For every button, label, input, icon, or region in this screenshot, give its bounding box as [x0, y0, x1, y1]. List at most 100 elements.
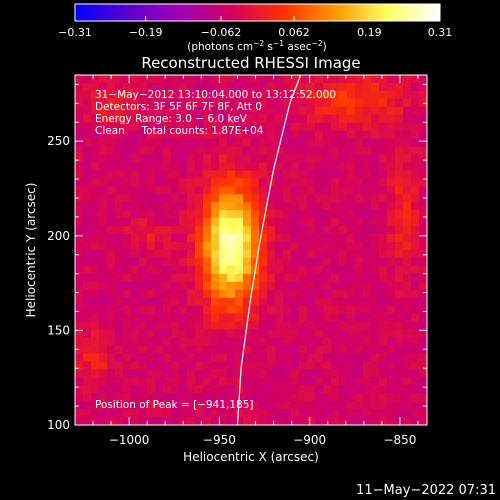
- heatmap-cell: [251, 281, 260, 291]
- heatmap-cell: [411, 305, 420, 315]
- heatmap-cell: [363, 170, 372, 180]
- heatmap-cell: [347, 369, 356, 378]
- heatmap-cell: [267, 289, 276, 299]
- heatmap-cell: [99, 75, 108, 84]
- heatmap-cell: [99, 194, 108, 203]
- heatmap-cell: [339, 353, 348, 362]
- heatmap-cell: [243, 337, 252, 347]
- heatmap-cell: [307, 154, 316, 164]
- heatmap-cell: [195, 130, 204, 140]
- heatmap-cell: [387, 273, 396, 283]
- heatmap-cell: [75, 218, 84, 227]
- x-tick-label: −950: [203, 433, 236, 447]
- heatmap-cell: [379, 114, 388, 124]
- heatmap-cell: [219, 210, 228, 219]
- heatmap-cell: [179, 273, 188, 283]
- heatmap-cell: [91, 138, 100, 148]
- heatmap-cell: [91, 353, 100, 362]
- heatmap-cell: [323, 321, 332, 331]
- heatmap-cell: [115, 257, 124, 267]
- heatmap-cell: [355, 82, 364, 92]
- heatmap-cell: [139, 106, 148, 116]
- colorbar-tick-label: −0.31: [58, 26, 92, 39]
- heatmap-cell: [275, 98, 284, 108]
- heatmap-cell: [299, 170, 308, 180]
- heatmap-cell: [395, 337, 404, 347]
- heatmap-cell: [307, 273, 316, 283]
- heatmap-cell: [347, 98, 356, 108]
- heatmap-cell: [307, 345, 316, 355]
- heatmap-cell: [283, 377, 292, 386]
- heatmap-cell: [267, 361, 276, 370]
- x-axis-label: Heliocentric X (arcsec): [183, 450, 319, 464]
- heatmap-cell: [371, 154, 380, 164]
- heatmap-cell: [251, 321, 260, 331]
- heatmap-cell: [131, 130, 140, 140]
- heatmap-cell: [171, 154, 180, 164]
- heatmap-cell: [379, 385, 388, 394]
- heatmap-cell: [227, 234, 236, 243]
- heatmap-cell: [235, 106, 244, 116]
- heatmap-cell: [243, 297, 252, 307]
- heatmap-cell: [235, 178, 244, 187]
- heatmap-cell: [395, 417, 404, 425]
- heatmap-cell: [283, 297, 292, 307]
- heatmap-cell: [83, 75, 92, 84]
- heatmap-cell: [355, 130, 364, 140]
- heatmap-cell: [347, 250, 356, 259]
- heatmap-cell: [227, 369, 236, 378]
- heatmap-cell: [107, 273, 116, 283]
- heatmap-cell: [403, 417, 412, 425]
- heatmap-cell: [275, 401, 284, 410]
- heatmap-cell: [363, 377, 372, 386]
- heatmap-cell: [411, 146, 420, 156]
- heatmap-cell: [107, 257, 116, 267]
- heatmap-cell: [211, 90, 220, 100]
- heatmap-cell: [379, 90, 388, 100]
- heatmap-cell: [323, 202, 332, 211]
- heatmap-cell: [163, 417, 172, 425]
- heatmap-cell: [283, 393, 292, 402]
- heatmap-cell: [227, 186, 236, 195]
- heatmap-cell: [339, 265, 348, 275]
- heatmap-cell: [219, 257, 228, 267]
- heatmap-cell: [283, 409, 292, 418]
- heatmap-cell: [267, 329, 276, 339]
- heatmap-cell: [227, 401, 236, 410]
- heatmap-cell: [387, 162, 396, 172]
- heatmap-cell: [307, 146, 316, 156]
- heatmap-cell: [275, 417, 284, 425]
- heatmap-cell: [379, 273, 388, 283]
- heatmap-cell: [259, 82, 268, 92]
- heatmap-cell: [243, 361, 252, 370]
- heatmap-cell: [163, 289, 172, 299]
- heatmap-cell: [387, 377, 396, 386]
- heatmap-cell: [163, 377, 172, 386]
- heatmap-cell: [107, 130, 116, 140]
- heatmap-cell: [291, 194, 300, 203]
- heatmap-cell: [243, 305, 252, 315]
- heatmap-cell: [99, 345, 108, 355]
- heatmap-cell: [411, 393, 420, 402]
- heatmap-cell: [155, 417, 164, 425]
- heatmap-cell: [155, 106, 164, 116]
- heatmap-cell: [243, 273, 252, 283]
- heatmap-cell: [83, 265, 92, 275]
- heatmap-cell: [163, 353, 172, 362]
- heatmap-cell: [123, 234, 132, 243]
- heatmap-cell: [315, 401, 324, 410]
- heatmap-cell: [107, 297, 116, 307]
- heatmap-cell: [219, 218, 228, 227]
- heatmap-cell: [419, 82, 427, 92]
- heatmap-cell: [283, 401, 292, 410]
- heatmap-cell: [291, 305, 300, 315]
- heatmap-cell: [315, 313, 324, 323]
- heatmap-cell: [243, 281, 252, 291]
- heatmap-cell: [419, 178, 427, 187]
- heatmap-cell: [275, 329, 284, 339]
- heatmap-cell: [251, 401, 260, 410]
- heatmap-cell: [123, 393, 132, 402]
- heatmap-cell: [251, 409, 260, 418]
- heatmap-cell: [355, 242, 364, 251]
